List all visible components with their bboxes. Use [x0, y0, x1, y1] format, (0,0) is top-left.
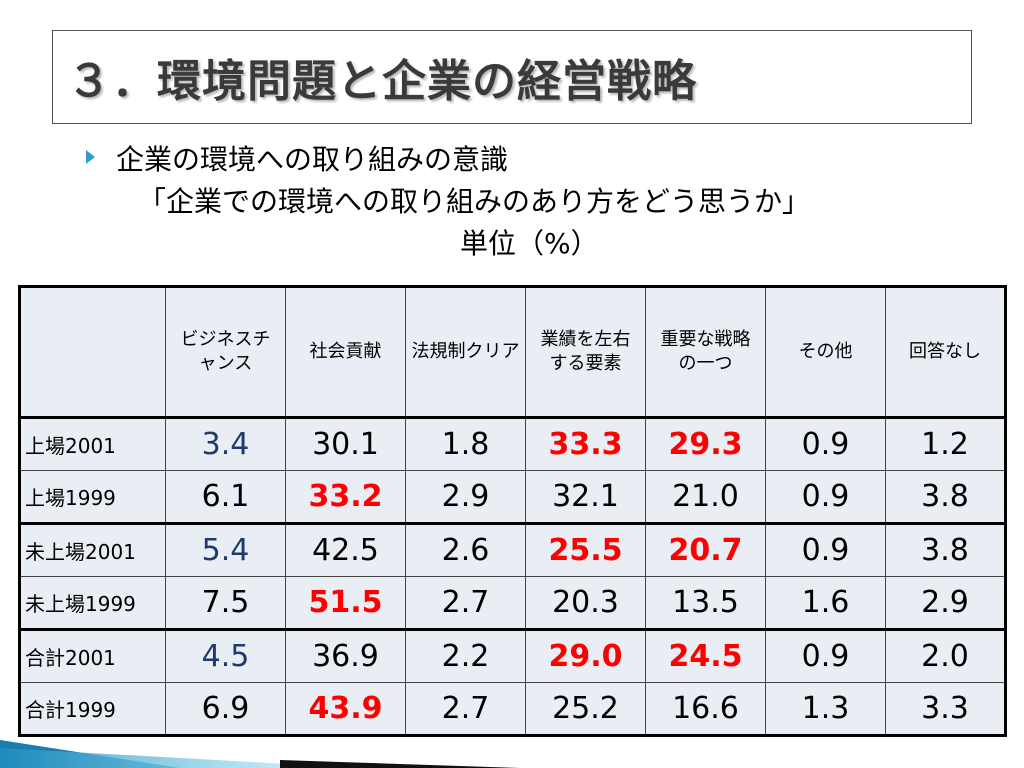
table-cell: 4.5: [165, 628, 286, 683]
table-cell: 20.3: [525, 576, 646, 630]
row-label: 合計1999: [19, 682, 166, 736]
table-cell: 24.5: [645, 628, 766, 683]
table-cell: 7.5: [165, 576, 286, 630]
table-cell: 3.8: [885, 522, 1006, 577]
subtitle-line1: 企業の環境への取り組みの意識: [116, 143, 509, 176]
decorative-swoosh: [0, 740, 520, 768]
survey-table: ビジネスチャンス 社会貢献 法規制クリア 業績を左右する要素 重要な戦略の一つ …: [18, 285, 1007, 737]
row-label: 上場1999: [19, 470, 166, 524]
row-label: 合計2001: [19, 628, 166, 683]
table-cell: 1.2: [885, 416, 1006, 471]
table-cell: 5.4: [165, 522, 286, 577]
table-cell: 0.9: [765, 416, 886, 471]
table-cell: 30.1: [285, 416, 406, 471]
table-cell: 29.0: [525, 628, 646, 683]
table-cell: 1.3: [765, 682, 886, 736]
header-cell-other: その他: [765, 286, 886, 418]
table-cell: 33.3: [525, 416, 646, 471]
header-cell-important-strategy: 重要な戦略の一つ: [645, 286, 766, 418]
table-row: 上場2001 3.4 30.1 1.8 33.3 29.3 0.9 1.2: [19, 416, 1006, 471]
header-cell-social-contribution: 社会貢献: [285, 286, 406, 418]
table-cell: 21.0: [645, 470, 766, 524]
unit-label: 単位（%）: [460, 227, 599, 260]
table-cell: 43.9: [285, 682, 406, 736]
row-label: 上場2001: [19, 416, 166, 471]
table-cell: 3.8: [885, 470, 1006, 524]
table-cell: 0.9: [765, 522, 886, 577]
table-cell: 2.9: [405, 470, 526, 524]
table-cell: 2.9: [885, 576, 1006, 630]
slide-title: ３．環境問題と企業の経営戦略: [67, 56, 697, 107]
header-cell-no-answer: 回答なし: [885, 286, 1006, 418]
table-cell: 16.6: [645, 682, 766, 736]
bullet-arrow-icon: [86, 150, 95, 164]
table-cell: 0.9: [765, 628, 886, 683]
row-label: 未上場1999: [19, 576, 166, 630]
subtitle-line2: 「企業での環境への取り組みのあり方をどう思うか」: [138, 185, 811, 218]
header-cell-business-chance: ビジネスチャンス: [165, 286, 286, 418]
table-row: 合計2001 4.5 36.9 2.2 29.0 24.5 0.9 2.0: [19, 628, 1006, 683]
table-cell: 3.3: [885, 682, 1006, 736]
table-cell: 3.4: [165, 416, 286, 471]
table-cell: 13.5: [645, 576, 766, 630]
table-cell: 29.3: [645, 416, 766, 471]
table-cell: 1.8: [405, 416, 526, 471]
header-cell-performance-factor: 業績を左右する要素: [525, 286, 646, 418]
table-row: 合計1999 6.9 43.9 2.7 25.2 16.6 1.3 3.3: [19, 682, 1006, 736]
table-cell: 51.5: [285, 576, 406, 630]
table-cell: 33.2: [285, 470, 406, 524]
row-label: 未上場2001: [19, 522, 166, 577]
table-cell: 42.5: [285, 522, 406, 577]
table-row: 上場1999 6.1 33.2 2.9 32.1 21.0 0.9 3.8: [19, 470, 1006, 524]
table-cell: 2.6: [405, 522, 526, 577]
table-cell: 1.6: [765, 576, 886, 630]
table-cell: 25.5: [525, 522, 646, 577]
table-cell: 2.0: [885, 628, 1006, 683]
header-cell-corner: [19, 286, 166, 418]
table-cell: 6.1: [165, 470, 286, 524]
table-cell: 36.9: [285, 628, 406, 683]
table-cell: 2.7: [405, 576, 526, 630]
title-box: ３．環境問題と企業の経営戦略: [52, 30, 972, 124]
header-cell-regulation: 法規制クリア: [405, 286, 526, 418]
table-header-row: ビジネスチャンス 社会貢献 法規制クリア 業績を左右する要素 重要な戦略の一つ …: [19, 286, 1006, 418]
table-cell: 25.2: [525, 682, 646, 736]
table-cell: 2.7: [405, 682, 526, 736]
table-row: 未上場1999 7.5 51.5 2.7 20.3 13.5 1.6 2.9: [19, 576, 1006, 630]
table-cell: 32.1: [525, 470, 646, 524]
table-cell: 6.9: [165, 682, 286, 736]
table-cell: 20.7: [645, 522, 766, 577]
table-cell: 0.9: [765, 470, 886, 524]
table-row: 未上場2001 5.4 42.5 2.6 25.5 20.7 0.9 3.8: [19, 522, 1006, 577]
table-cell: 2.2: [405, 628, 526, 683]
